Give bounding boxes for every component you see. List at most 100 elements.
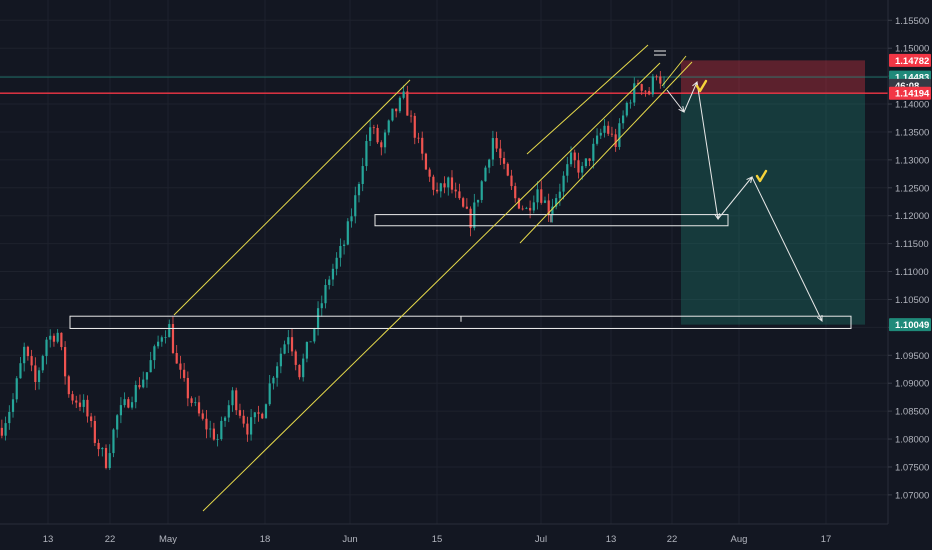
candle-body	[517, 198, 521, 209]
candle-body	[246, 423, 249, 435]
minor-channel-lower-line	[519, 61, 693, 244]
candle-body	[26, 346, 29, 357]
candle-body	[644, 90, 647, 92]
candle-body	[223, 417, 227, 421]
candle-body	[216, 439, 219, 440]
candle-body	[495, 138, 498, 149]
price-tick-label: 1.08500	[895, 407, 929, 418]
candle-body	[64, 347, 67, 377]
candle-body	[339, 245, 342, 258]
candle-body	[502, 158, 506, 164]
candle-body	[562, 175, 565, 192]
candle-body	[376, 127, 379, 143]
candle-body	[209, 428, 212, 430]
candle-body	[268, 383, 271, 405]
candle-body	[313, 328, 316, 342]
price-tick-label: 1.12500	[895, 183, 929, 194]
candle-body	[145, 372, 149, 380]
grid-lines	[0, 0, 888, 524]
candle-body	[8, 411, 11, 424]
candle-body	[261, 413, 264, 419]
candle-body	[551, 206, 554, 216]
candle-body	[547, 200, 550, 216]
candle-body	[197, 402, 201, 414]
channel-lower-line	[202, 62, 661, 512]
price-tag-label: 1.10049	[895, 320, 929, 331]
check-mark-icon	[755, 169, 768, 183]
time-tick-label: May	[159, 534, 177, 545]
price-tag-label: 1.14782	[895, 56, 929, 67]
candle-body	[75, 400, 78, 403]
price-tag: 1.10049	[889, 318, 931, 332]
price-tick-label: 1.07500	[895, 462, 929, 473]
time-tick-label: Jul	[535, 534, 547, 545]
candle-body	[112, 429, 115, 454]
candle-body	[357, 183, 361, 196]
projection-line	[666, 89, 685, 113]
candle-body	[157, 341, 160, 347]
price-tick-label: 1.12000	[895, 211, 929, 222]
candle-body	[372, 127, 375, 129]
candle-body	[272, 377, 275, 384]
candle-body	[636, 83, 640, 85]
candle-body	[19, 363, 22, 379]
candle-body	[82, 399, 85, 407]
price-tag: 1.14194	[889, 86, 931, 100]
candle-body	[618, 123, 621, 147]
candle-body	[640, 84, 643, 91]
price-tag-box	[889, 53, 931, 67]
candle-body	[465, 206, 468, 209]
candle-body	[160, 337, 163, 342]
candle-body	[566, 164, 569, 176]
candle-body	[108, 453, 111, 468]
candle-body	[365, 141, 368, 167]
candle-body	[625, 102, 628, 116]
candle-body	[142, 379, 145, 388]
candle-body	[555, 198, 558, 207]
candle-body	[168, 324, 171, 338]
projection-line	[751, 176, 823, 322]
candle-body	[86, 399, 89, 417]
minor-channel-edge-line	[661, 55, 687, 87]
price-tag-label: 46:08	[895, 81, 919, 92]
candle-body	[175, 353, 178, 364]
candle-body	[60, 332, 63, 348]
time-tick-label: Jun	[342, 534, 357, 545]
time-tick-label: 22	[105, 534, 116, 545]
check-mark-icon	[695, 79, 708, 93]
candle-body	[443, 183, 446, 188]
candle-body	[123, 399, 126, 406]
candle-body	[127, 399, 130, 408]
candle-body	[190, 398, 193, 403]
candle-body	[439, 183, 442, 192]
candle-body	[651, 76, 654, 95]
candle-body	[361, 166, 364, 184]
candle-body	[56, 332, 59, 342]
candle-body	[622, 115, 625, 124]
candle-body	[116, 415, 119, 430]
risk-reward-zones	[681, 60, 865, 325]
price-tick-label: 1.07000	[895, 490, 929, 501]
candle-body	[41, 356, 44, 371]
candle-body	[231, 390, 234, 406]
candle-body	[447, 177, 450, 188]
candle-body	[90, 416, 93, 422]
drawings-under	[0, 76, 888, 94]
candle-body	[402, 91, 405, 98]
minor-channel-upper-line	[526, 44, 649, 155]
candle-body	[149, 360, 152, 373]
candle-body	[227, 405, 230, 418]
price-tick-label: 1.13000	[895, 155, 929, 166]
candle-body	[469, 208, 472, 228]
candle-body	[335, 257, 338, 269]
time-tick-label: 15	[432, 534, 443, 545]
candle-body	[119, 405, 122, 416]
time-tick-label: Aug	[731, 534, 748, 545]
candle-body	[45, 339, 48, 357]
candle-body	[581, 166, 584, 173]
projection-arrowhead	[816, 314, 823, 323]
candle-body	[584, 158, 587, 167]
price-tag-label: 1.14483	[895, 73, 929, 84]
